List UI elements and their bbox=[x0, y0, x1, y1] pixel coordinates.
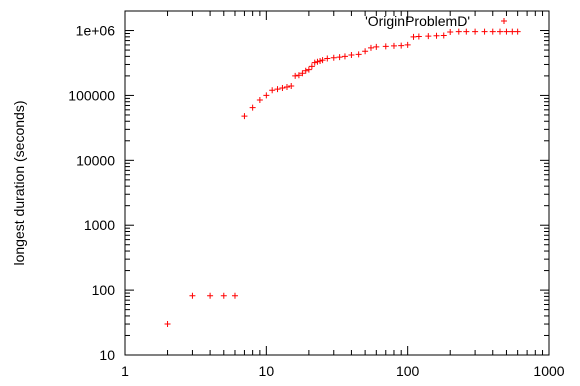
data-point bbox=[398, 42, 405, 49]
data-point bbox=[425, 33, 432, 40]
data-point bbox=[288, 82, 295, 89]
data-point bbox=[447, 28, 454, 35]
data-point bbox=[231, 292, 238, 299]
data-point bbox=[249, 104, 256, 111]
data-point bbox=[341, 53, 348, 60]
data-point bbox=[305, 66, 312, 73]
data-point bbox=[220, 292, 227, 299]
data-point bbox=[189, 292, 196, 299]
plot-frame bbox=[124, 10, 550, 356]
data-point bbox=[308, 63, 315, 70]
data-point bbox=[481, 28, 488, 35]
x-tick-label: 1 bbox=[121, 363, 129, 379]
y-tick-label: 100000 bbox=[68, 87, 115, 103]
data-point bbox=[496, 28, 503, 35]
data-point bbox=[317, 57, 324, 64]
data-point bbox=[503, 28, 510, 35]
data-point bbox=[279, 85, 286, 92]
data-point bbox=[256, 97, 263, 104]
y-tick-label: 100 bbox=[92, 282, 116, 298]
data-point bbox=[463, 28, 470, 35]
data-point bbox=[455, 28, 462, 35]
x-tick-label: 10 bbox=[259, 363, 275, 379]
x-axis: 1 10 100 1000 bbox=[121, 11, 565, 379]
x-tick-label: 100 bbox=[396, 363, 420, 379]
data-point bbox=[299, 70, 306, 77]
data-point bbox=[263, 92, 270, 99]
data-point bbox=[362, 48, 369, 55]
data-point bbox=[241, 113, 248, 120]
data-point bbox=[440, 32, 447, 39]
data-point bbox=[489, 28, 496, 35]
data-series bbox=[164, 28, 521, 328]
data-point bbox=[390, 42, 397, 49]
data-point bbox=[207, 292, 214, 299]
data-point bbox=[336, 54, 343, 61]
data-point bbox=[367, 44, 374, 51]
data-point bbox=[295, 72, 302, 79]
data-point bbox=[514, 28, 521, 35]
data-point bbox=[292, 72, 299, 79]
data-point bbox=[348, 51, 355, 58]
data-point bbox=[509, 28, 516, 35]
data-point bbox=[314, 58, 321, 65]
x-tick-label: 1000 bbox=[533, 363, 564, 379]
y-axis: 10 100 1000 10000 100000 1e+06 bbox=[68, 10, 549, 363]
legend: 'OriginProblemD' bbox=[365, 13, 507, 29]
y-tick-label: 10000 bbox=[76, 152, 115, 168]
data-point bbox=[311, 59, 318, 66]
legend-marker bbox=[501, 18, 507, 24]
data-point bbox=[355, 51, 362, 58]
data-point bbox=[404, 41, 411, 48]
data-point bbox=[164, 321, 171, 328]
data-point bbox=[274, 86, 281, 93]
y-axis-label: longest duration (seconds) bbox=[11, 101, 27, 266]
data-point bbox=[269, 87, 276, 94]
legend-label: 'OriginProblemD' bbox=[365, 13, 470, 29]
data-point bbox=[330, 54, 337, 61]
data-point bbox=[415, 33, 422, 40]
y-tick-label: 10 bbox=[99, 347, 115, 363]
data-point bbox=[283, 83, 290, 90]
y-tick-label: 1000 bbox=[84, 217, 115, 233]
data-point bbox=[302, 67, 309, 74]
data-point bbox=[410, 33, 417, 40]
data-point bbox=[319, 57, 326, 64]
data-point bbox=[472, 28, 479, 35]
data-point bbox=[373, 43, 380, 50]
data-point bbox=[433, 32, 440, 39]
data-point bbox=[382, 43, 389, 50]
data-point bbox=[324, 55, 331, 62]
y-tick-label: 1e+06 bbox=[76, 23, 116, 39]
